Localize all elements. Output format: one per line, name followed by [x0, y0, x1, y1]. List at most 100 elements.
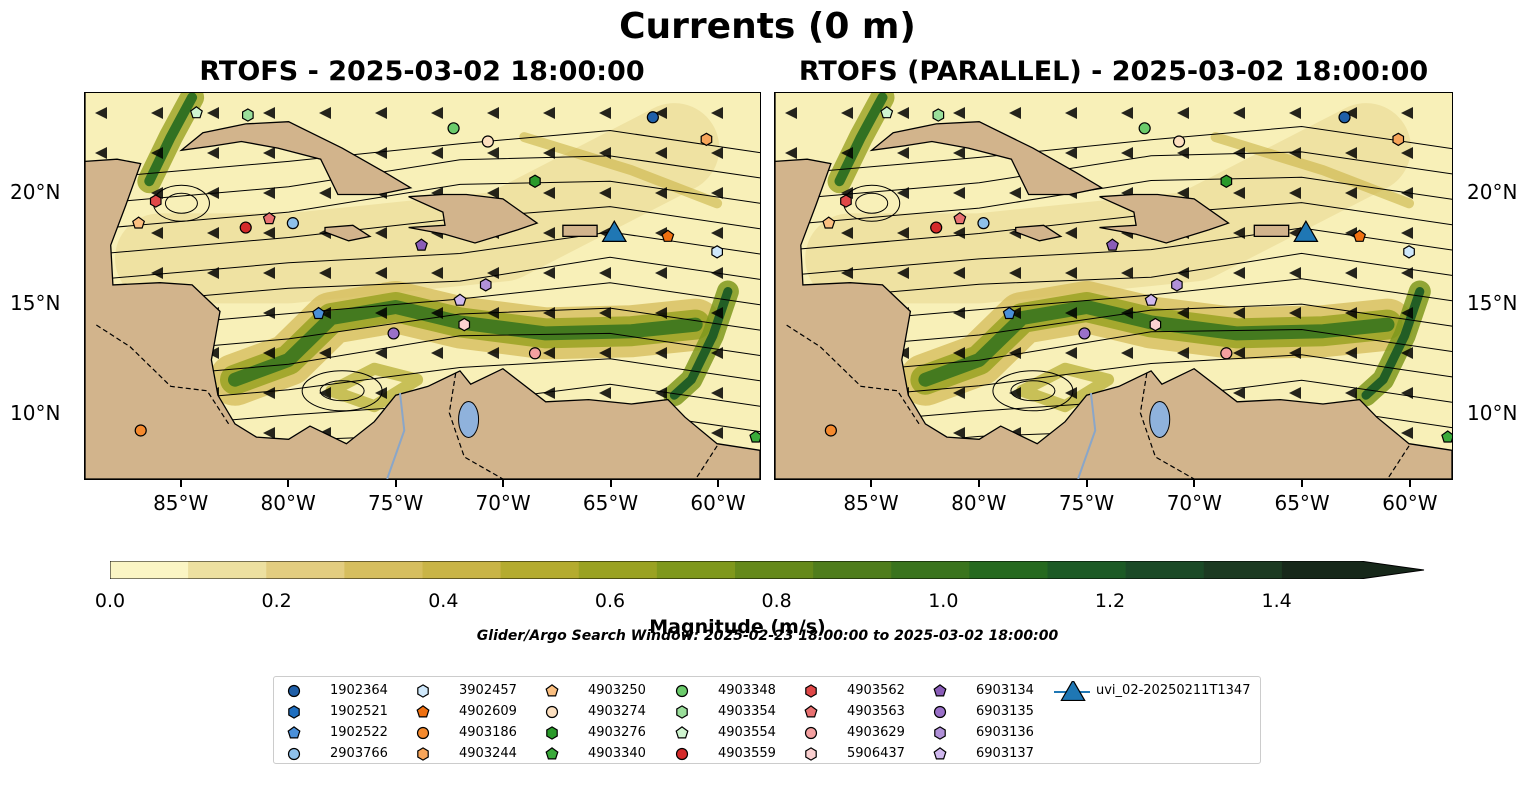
legend-label: 4903340 — [588, 746, 646, 761]
float-marker-2903766[interactable] — [286, 217, 299, 230]
river — [386, 392, 406, 479]
float-marker-4903563[interactable] — [953, 211, 967, 225]
float-marker-4903186[interactable] — [134, 424, 147, 437]
float-marker-2903766[interactable] — [977, 217, 990, 230]
legend-label: 4903250 — [588, 683, 646, 698]
lon-tick-mark — [1301, 480, 1304, 487]
float-marker-4903354[interactable] — [932, 108, 945, 122]
float-marker-5906437[interactable] — [458, 317, 471, 332]
colorbar-segment — [891, 561, 970, 579]
legend-item-6903136: 6903136 — [932, 723, 1052, 743]
map-panel-rtofs-parallel[interactable] — [774, 92, 1453, 480]
float-marker-1902364[interactable] — [1338, 111, 1351, 124]
float-marker-3902457[interactable] — [1403, 245, 1415, 259]
float-marker-4903554[interactable] — [189, 106, 203, 119]
float-marker-4903244[interactable] — [700, 132, 713, 147]
float-marker-1902522[interactable] — [312, 306, 326, 320]
float-marker-6903134[interactable] — [1105, 238, 1119, 251]
lat-tick-label-left: 10°N — [10, 401, 61, 426]
float-marker-4903340[interactable] — [749, 430, 760, 443]
lon-tick-mark — [609, 480, 612, 487]
float-marker-1902364[interactable] — [646, 111, 659, 124]
legend-marker-icon — [288, 705, 300, 719]
lon-tick-mark — [502, 480, 505, 487]
float-marker-1902522[interactable] — [1002, 306, 1016, 320]
lon-tick-mark — [179, 480, 182, 487]
float-marker-4902609[interactable] — [661, 229, 675, 242]
float-marker-4903276[interactable] — [1220, 174, 1233, 188]
float-marker-4903274[interactable] — [1172, 135, 1186, 148]
legend-marker-icon — [416, 726, 430, 740]
float-marker-4903562[interactable] — [149, 194, 162, 208]
legend-label: 6903134 — [976, 683, 1034, 698]
legend-marker-icon — [676, 705, 688, 719]
float-marker-uvi_02-20250211T1347[interactable] — [601, 220, 628, 242]
float-marker-6903137[interactable] — [1144, 293, 1158, 306]
lon-tick-mark — [394, 480, 397, 487]
legend-marker-icon — [287, 747, 301, 761]
legend-label: 4903629 — [847, 725, 905, 740]
float-marker-4903354[interactable] — [242, 108, 254, 122]
float-marker-4903559[interactable] — [930, 221, 943, 234]
legend-label: 4903348 — [718, 683, 776, 698]
float-marker-4903250[interactable] — [132, 216, 146, 229]
lon-tick-label: 85°W — [843, 491, 899, 515]
legend-item-4903244: 4903244 — [415, 744, 535, 764]
float-marker-6903136[interactable] — [1171, 278, 1183, 292]
legend-item-4903562: 4903562 — [803, 681, 923, 701]
float-marker-6903135[interactable] — [1078, 327, 1091, 340]
legend-marker-icon — [417, 684, 429, 698]
lat-tick-label-right: 15°N — [1467, 290, 1518, 315]
float-marker-4903348[interactable] — [1138, 122, 1151, 135]
colorbar-segment — [656, 561, 736, 579]
cuba-island — [179, 121, 413, 196]
float-marker-uvi_02-20250211T1347[interactable] — [1293, 219, 1319, 242]
float-marker-4903629[interactable] — [1220, 347, 1233, 360]
colorbar-tick-label: 1.4 — [1261, 590, 1292, 612]
legend-label: 4902609 — [459, 704, 517, 719]
legend-item-6903137: 6903137 — [932, 744, 1052, 764]
float-marker-4903186[interactable] — [824, 424, 837, 437]
float-marker-6903136[interactable] — [479, 278, 492, 292]
hispaniola-island — [1099, 193, 1230, 244]
float-marker-4903554[interactable] — [880, 106, 894, 119]
float-marker-4903562[interactable] — [840, 194, 852, 208]
legend-label: 1902522 — [330, 725, 388, 740]
float-marker-4903244[interactable] — [1392, 132, 1405, 147]
float-marker-4903274[interactable] — [481, 135, 494, 148]
country-borders — [95, 324, 718, 479]
float-marker-4903629[interactable] — [528, 347, 542, 360]
float-marker-4903340[interactable] — [1441, 430, 1452, 443]
float-marker-4903559[interactable] — [239, 221, 252, 234]
map-panel-rtofs[interactable] — [84, 92, 761, 480]
lon-tick-mark — [287, 480, 290, 487]
float-marker-6903137[interactable] — [453, 293, 467, 306]
legend-label: 6903137 — [976, 746, 1034, 761]
legend-label: 6903135 — [976, 704, 1034, 719]
search-window-caption: Glider/Argo Search Window: 2025-02-23 18… — [476, 628, 1059, 644]
legend-marker-icon — [933, 684, 947, 697]
float-marker-6903135[interactable] — [387, 327, 400, 340]
legend-label: 4903244 — [459, 746, 517, 761]
colorbar-tick-label: 1.2 — [1094, 590, 1126, 612]
colorbar-tick-label: 0.2 — [261, 590, 292, 612]
puerto-rico-island — [562, 224, 598, 238]
float-marker-3902457[interactable] — [711, 245, 724, 259]
legend-item-uvi_02-20250211T1347: uvi_02-20250211T1347 — [1052, 681, 1257, 701]
colorbar-outline — [110, 561, 1425, 579]
float-marker-4903250[interactable] — [822, 216, 836, 229]
float-marker-5906437[interactable] — [1149, 317, 1162, 332]
legend-item-4903340: 4903340 — [544, 744, 664, 764]
legend-marker-icon — [933, 747, 947, 760]
legend-marker-icon — [1060, 681, 1086, 701]
float-marker-4903348[interactable] — [447, 122, 460, 135]
float-marker-4903563[interactable] — [262, 211, 276, 225]
colorbar-segment — [1203, 561, 1283, 579]
colorbar-segment — [1047, 561, 1127, 579]
float-marker-4903276[interactable] — [529, 174, 541, 188]
legend-marker-icon — [933, 705, 947, 719]
floats-legend: 1902364 1902521 1902522 2903766 3902457 49026… — [273, 676, 1261, 764]
float-marker-4902609[interactable] — [1353, 229, 1367, 242]
float-marker-6903134[interactable] — [414, 238, 428, 251]
legend-label: 4903563 — [847, 704, 905, 719]
